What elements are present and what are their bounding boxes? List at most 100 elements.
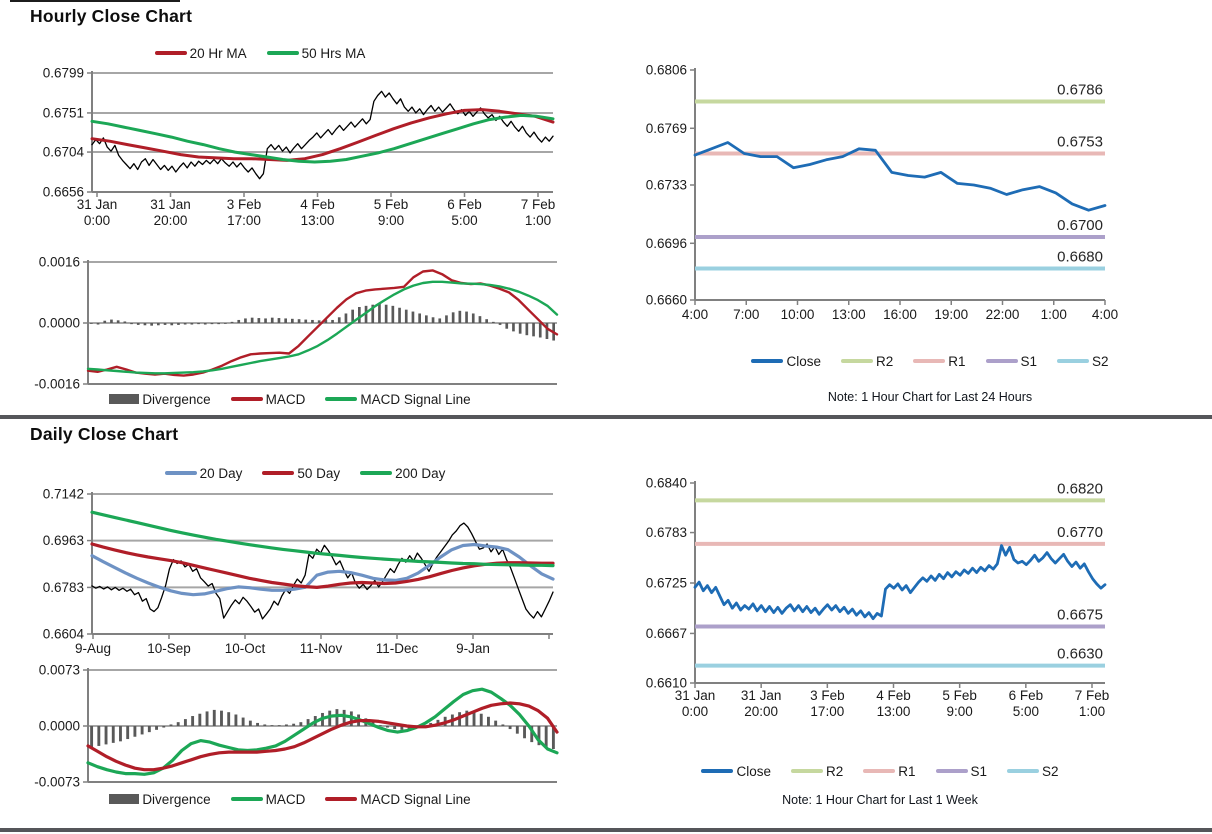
legend-item-macd: MACD — [230, 792, 305, 807]
legend-item-20-hr-ma: 20 Hr MA — [154, 45, 247, 61]
daily_pivots-x-tick-label: 7 Feb — [1075, 688, 1110, 703]
daily_macd-y-tick-label: -0.0073 — [34, 775, 80, 790]
hourly_pivots-level-label-R1: 0.6753 — [1057, 133, 1103, 150]
hourly_close-x-tick-label: 7 Feb — [521, 197, 556, 212]
daily_macd-series-macd — [86, 687, 559, 776]
hourly_close-y-tick-label: 0.6799 — [43, 66, 84, 81]
daily_pivots-x-tick-label: 5:00 — [1013, 704, 1039, 719]
daily_pivots-x-tick-label: 5 Feb — [942, 688, 977, 703]
daily_pivots-y-tick-label: 0.6667 — [646, 626, 687, 641]
daily_pivots-y-tick-label: 0.6783 — [646, 525, 687, 540]
daily_close-x-tick-label: 11-Dec — [376, 641, 419, 656]
legend-box-swatch — [109, 794, 140, 804]
hourly_pivots-level-label-S1: 0.6700 — [1057, 217, 1103, 234]
daily_pivots-level-label-R2: 0.6820 — [1057, 480, 1103, 497]
daily_close-series-close — [91, 522, 554, 620]
hourly_close-x-tick-label: 17:00 — [227, 213, 261, 228]
daily-ma-legend: 20 Day 50 Day 200 Day — [85, 464, 525, 482]
legend-item-macd-signal-line: MACD Signal Line — [325, 792, 471, 807]
legend-label: S1 — [1020, 353, 1038, 369]
daily_pivots-level-label-S1: 0.6675 — [1057, 606, 1103, 623]
legend-item-20-day: 20 Day — [164, 466, 242, 481]
hourly_pivots-x-tick-label: 4:00 — [682, 307, 708, 322]
daily_pivots-x-tick-label: 0:00 — [682, 704, 708, 719]
legend-item-divergence: Divergence — [109, 791, 211, 807]
hourly_pivots-y-tick-label: 0.6769 — [646, 121, 687, 136]
legend-line-swatch — [701, 769, 734, 773]
hourly-pivot-legend: Close R2 R1 S1 S2 — [720, 352, 1140, 370]
legend-label: S2 — [1042, 763, 1059, 779]
daily_close-y-tick-label: 0.6783 — [43, 580, 84, 595]
hourly_pivots-x-tick-label: 1:00 — [1041, 307, 1067, 322]
daily-chart-note: Note: 1 Hour Chart for Last 1 Week — [782, 793, 978, 807]
daily_pivots-y-tick-label: 0.6725 — [646, 576, 687, 591]
legend-line-swatch — [790, 769, 823, 773]
daily_pivots-series-close — [693, 544, 1107, 621]
hourly_pivots-y-tick-label: 0.6733 — [646, 178, 687, 193]
daily_pivots-x-tick-label: 13:00 — [877, 704, 911, 719]
daily_pivots-x-tick-label: 9:00 — [947, 704, 973, 719]
hourly_close-x-tick-label: 9:00 — [378, 213, 404, 228]
daily_pivots-x-tick-label: 31 Jan — [741, 688, 782, 703]
daily_pivots-level-label-S2: 0.6630 — [1057, 646, 1103, 663]
daily_pivots-x-tick-label: 31 Jan — [675, 688, 716, 703]
daily_pivots-y-tick-label: 0.6610 — [646, 676, 687, 691]
daily_pivots-y-tick-label: 0.6840 — [646, 476, 687, 491]
hourly_pivots-x-tick-label: 4:00 — [1092, 307, 1118, 322]
daily-macd-legend: Divergence MACD MACD Signal Line — [60, 790, 520, 808]
hourly_pivots-y-tick-label: 0.6660 — [646, 293, 687, 308]
legend-item-close: Close — [751, 354, 821, 369]
daily_pivots-level-label-R1: 0.6770 — [1057, 524, 1103, 541]
hourly_macd-y-tick-label: 0.0000 — [39, 316, 80, 331]
legend-label: Close — [786, 353, 821, 369]
bottom-divider — [0, 828, 1212, 832]
daily_close-y-tick-label: 0.6604 — [43, 627, 85, 642]
hourly-macd-legend: Divergence MACD MACD Signal Line — [60, 390, 520, 408]
hourly_close-x-tick-label: 0:00 — [84, 213, 110, 228]
legend-line-swatch — [154, 51, 187, 55]
legend-label: S1 — [970, 763, 988, 779]
legend-line-swatch — [360, 471, 393, 475]
legend-label: MACD Signal Line — [360, 391, 471, 407]
legend-item-s1: S1 — [985, 353, 1038, 369]
legend-label: Divergence — [142, 791, 211, 807]
hourly_close-y-tick-label: 0.6656 — [43, 185, 84, 200]
legend-line-swatch — [230, 797, 263, 801]
legend-item-divergence: Divergence — [109, 392, 211, 407]
legend-line-swatch — [1057, 359, 1090, 363]
hourly_macd-series-macd-signal-line — [86, 280, 559, 375]
hourly-chart-note: Note: 1 Hour Chart for Last 24 Hours — [827, 390, 1033, 404]
hourly_close-x-tick-label: 31 Jan — [150, 197, 191, 212]
legend-item-r1: R1 — [863, 763, 916, 779]
legend-line-swatch — [840, 359, 873, 363]
legend-item-s2: S2 — [1057, 354, 1109, 369]
hourly_macd-y-tick-label: -0.0016 — [34, 377, 80, 392]
legend-line-swatch — [913, 359, 946, 363]
cropped-top-artifact — [10, 0, 180, 2]
daily_pivots-x-tick-label: 3 Feb — [810, 688, 845, 703]
legend-item-r2: R2 — [790, 764, 843, 779]
section-divider — [0, 415, 1212, 419]
legend-label: 20 Hr MA — [189, 45, 247, 61]
legend-line-swatch — [262, 471, 295, 475]
daily_pivots-x-tick-label: 17:00 — [810, 704, 844, 719]
hourly_close-series-close — [91, 90, 554, 180]
legend-line-swatch — [164, 471, 197, 475]
hourly_close-x-tick-label: 31 Jan — [77, 197, 118, 212]
hourly_pivots-y-tick-label: 0.6696 — [646, 236, 687, 251]
hourly_pivots-x-tick-label: 7:00 — [733, 307, 759, 322]
legend-label: 50 Hrs MA — [301, 45, 366, 61]
hourly_close-x-tick-label: 13:00 — [301, 213, 335, 228]
legend-label: R1 — [898, 763, 916, 779]
hourly-ma-legend: 20 Hr MA 50 Hrs MA — [40, 44, 480, 62]
daily_close-x-tick-label: 10-Oct — [225, 641, 266, 656]
hourly_close-x-tick-label: 5:00 — [451, 213, 477, 228]
daily_close-series-200-day — [90, 510, 555, 568]
daily-section-title: Daily Close Chart — [30, 424, 179, 444]
hourly_pivots-level-label-R2: 0.6786 — [1057, 82, 1103, 99]
hourly_close-y-tick-label: 0.6751 — [43, 105, 84, 120]
hourly_pivots-y-tick-label: 0.6806 — [646, 63, 687, 78]
legend-line-swatch — [1007, 769, 1040, 773]
daily_close-y-tick-label: 0.6963 — [43, 533, 84, 548]
